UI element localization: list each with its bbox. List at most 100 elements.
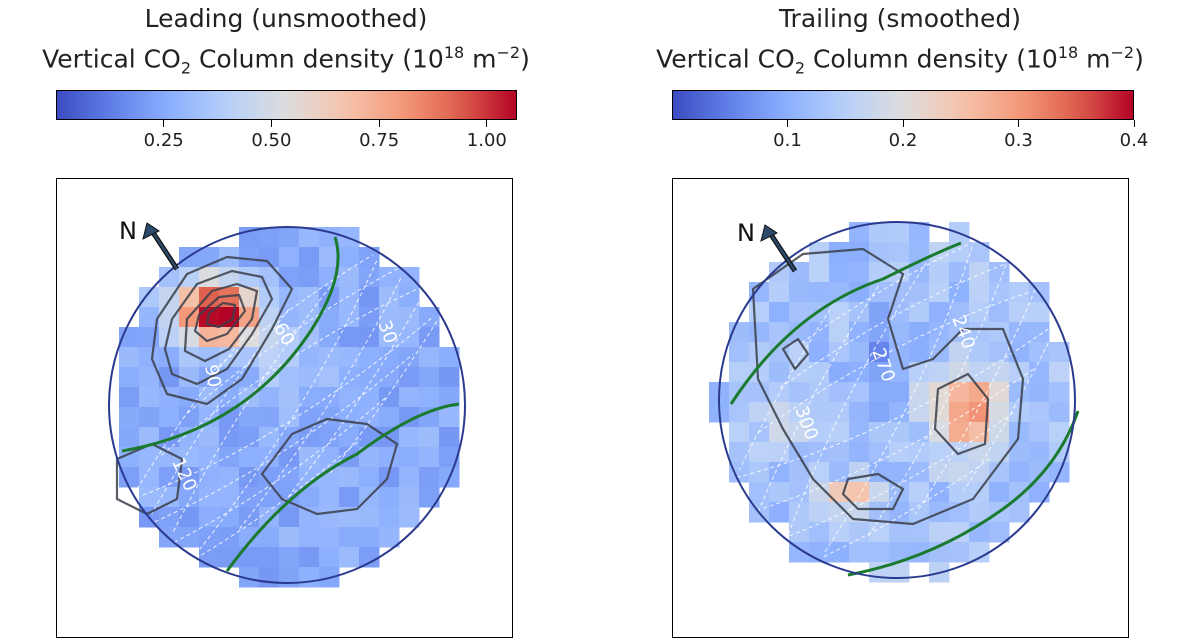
heatmap-cell [179, 527, 200, 548]
heatmap-cell [989, 302, 1010, 323]
heatmap-cell [889, 222, 910, 243]
heatmap-cell [319, 347, 340, 368]
heatmap-cell [829, 502, 850, 523]
contour-line [205, 301, 237, 329]
heatmap-cell [159, 467, 180, 488]
heatmap-cell [749, 302, 770, 323]
heatmap-cell [199, 467, 220, 488]
heatmap-cell [889, 542, 910, 563]
heatmap-cell [989, 342, 1010, 363]
heatmap-cell [279, 387, 300, 408]
heatmap-cell [159, 447, 180, 468]
heatmap-cell [359, 347, 380, 368]
terminator-line [121, 236, 340, 453]
heatmap-cell [179, 387, 200, 408]
latitude-line [142, 318, 432, 496]
heatmap-cell [889, 482, 910, 503]
heatmap-cell [769, 322, 790, 343]
longitude-line [787, 262, 927, 536]
latitude-line [154, 354, 414, 523]
heatmap-cell [829, 402, 850, 423]
heatmap-cell [419, 447, 440, 468]
heatmap-cell [809, 422, 830, 443]
heatmap-cell [749, 462, 770, 483]
heatmap-cell [929, 382, 950, 403]
heatmap-cell [319, 367, 340, 388]
heatmap-cell [419, 467, 440, 488]
heatmap-cell [1029, 422, 1050, 443]
heatmap-cell [199, 347, 220, 368]
heatmap-cell [399, 367, 420, 388]
heatmap-cell [279, 367, 300, 388]
heatmap-cell [339, 287, 360, 308]
heatmap-cell [749, 362, 770, 383]
heatmap-cell [829, 542, 850, 563]
colorbar-tick [486, 120, 488, 127]
heatmap-cell [359, 307, 380, 328]
heatmap-cell [319, 387, 340, 408]
longitude-line [172, 280, 335, 532]
heatmap-cell [849, 382, 870, 403]
heatmap-cell [319, 327, 340, 348]
heatmap-cell [339, 547, 360, 568]
heatmap-cell [829, 262, 850, 283]
heatmap-cell [729, 342, 750, 363]
latitude-line [801, 243, 971, 344]
heatmap-cell [969, 242, 990, 263]
heatmap-cell [239, 467, 260, 488]
heatmap-cell [379, 507, 400, 528]
map-trailing: 240 270 300 N [672, 178, 1129, 638]
heatmap-cell [789, 322, 810, 343]
heatmap-cell [909, 402, 930, 423]
heatmap-cells [119, 227, 460, 588]
heatmap-cell [949, 302, 970, 323]
heatmap-cell [179, 327, 200, 348]
heatmap-cell [399, 447, 420, 468]
heatmap-cell [849, 402, 870, 423]
heatmap-cell [1049, 382, 1070, 403]
heatmap-cell [809, 322, 830, 343]
heatmap-cell [989, 422, 1010, 443]
heatmap-cell [849, 522, 870, 543]
heatmap-cell [989, 442, 1010, 463]
heatmap-cell [989, 282, 1010, 303]
heatmap-cell [419, 347, 440, 368]
panel-trailing: Trailing (smoothed) Vertical CO2 Column … [600, 0, 1200, 644]
heatmap-cell [139, 307, 160, 328]
heatmap-cell [829, 462, 850, 483]
heatmap-cell [239, 267, 260, 288]
heatmap-cell [339, 487, 360, 508]
contour-line [841, 472, 905, 511]
heatmap-cell [259, 567, 280, 588]
heatmap-cell [909, 342, 930, 363]
heatmap-cell [399, 487, 420, 508]
heatmap-cell [1009, 462, 1030, 483]
heatmap-cell [379, 307, 400, 328]
heatmap-cell [319, 507, 340, 528]
heatmap-cell [869, 422, 890, 443]
heatmap-cell [439, 387, 460, 408]
heatmap-cell [359, 467, 380, 488]
longitude-line [824, 239, 975, 553]
heatmap-cell [829, 362, 850, 383]
heatmap-cell [299, 527, 320, 548]
heatmap-cell [1049, 402, 1070, 423]
north-arrow-head [142, 222, 160, 240]
heatmap-cell [379, 267, 400, 288]
heatmap-cell [949, 282, 970, 303]
heatmap-cell [729, 462, 750, 483]
heatmap-cell [259, 427, 280, 448]
colorbar-tick [378, 120, 380, 127]
heatmap-cell [989, 482, 1010, 503]
heatmap-cell [279, 567, 300, 588]
longitude-line [915, 289, 1036, 515]
heatmap-cell [379, 527, 400, 548]
heatmap-cell [769, 442, 790, 463]
contour-line [163, 269, 274, 386]
heatmap-cell [949, 382, 970, 403]
heatmap-cell [419, 327, 440, 348]
heatmap-cell [139, 287, 160, 308]
colorbar-trailing [672, 90, 1134, 120]
chart-title-leading: Leading (unsmoothed) Vertical CO2 Column… [0, 2, 572, 85]
